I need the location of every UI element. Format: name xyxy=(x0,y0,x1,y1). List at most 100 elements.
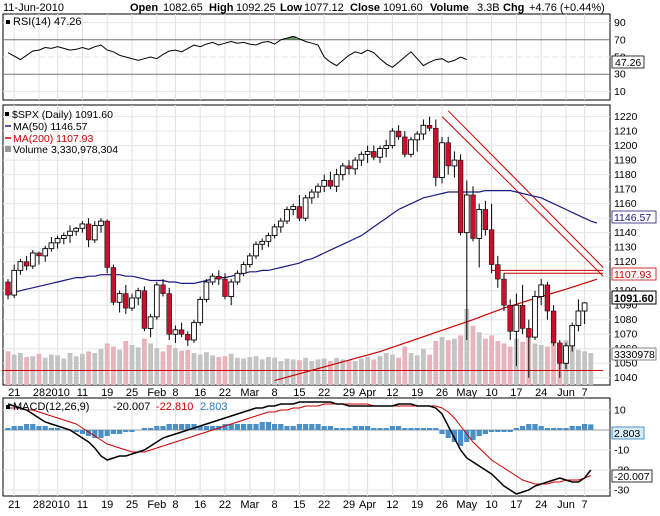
volume-bar xyxy=(551,341,556,385)
candle xyxy=(457,154,464,236)
candle xyxy=(488,203,495,274)
volume-bar xyxy=(495,341,501,385)
candle-body-up xyxy=(513,304,520,332)
candle xyxy=(315,183,321,198)
price-tick-label: 1210 xyxy=(614,126,638,138)
volume-bar xyxy=(266,357,271,385)
volume-bar xyxy=(582,351,587,385)
ma50-value-tag: 1146.57 xyxy=(611,210,657,224)
candle xyxy=(308,189,315,204)
candle xyxy=(519,284,526,335)
macd-hist-bar xyxy=(42,426,48,430)
x-tick-label: 26 xyxy=(436,387,448,399)
volume-bar xyxy=(408,353,414,385)
macd-hist-bar xyxy=(377,428,383,430)
candle-body-down xyxy=(104,220,110,268)
candle-body-down xyxy=(85,223,92,241)
candle xyxy=(104,219,110,274)
x-tick-label: Feb xyxy=(147,387,166,399)
candle xyxy=(36,251,42,265)
x-tick-label: 24 xyxy=(535,499,547,511)
candle xyxy=(5,279,11,300)
candle-body-down xyxy=(36,252,42,257)
candle-body-up xyxy=(228,281,235,297)
ma200-value-tag: 1107.93 xyxy=(611,267,657,281)
macd-hist-bar xyxy=(551,428,557,430)
candle-body-up xyxy=(563,345,569,364)
candle-body-down xyxy=(395,130,402,138)
macd-hist-bar xyxy=(24,424,30,430)
ma50-value-tag-box xyxy=(611,210,657,224)
candle xyxy=(172,325,179,343)
candle-body-up xyxy=(377,148,383,158)
volume-bar xyxy=(520,341,525,385)
candle xyxy=(17,258,24,275)
macd-hist-bar xyxy=(464,430,470,442)
candle-body-up xyxy=(575,310,582,326)
candle-body-up xyxy=(408,139,414,155)
volume-bar xyxy=(439,337,445,385)
volume-bar xyxy=(433,341,439,385)
candle xyxy=(73,226,80,236)
volume-bar xyxy=(67,353,73,385)
candle-body-up xyxy=(414,133,421,141)
candle-body-down xyxy=(501,278,507,306)
price-tick-label: 1050 xyxy=(614,358,638,370)
candle-body-up xyxy=(116,293,123,303)
macd-hist-bar xyxy=(284,426,290,430)
candle-body-down xyxy=(346,165,352,170)
candle xyxy=(507,299,513,341)
candle-body-up xyxy=(29,252,36,267)
candle xyxy=(339,163,346,181)
candle-body-down xyxy=(216,275,222,280)
x-tick-label: Mar xyxy=(240,387,259,399)
volume-bar xyxy=(309,361,315,385)
close-value-tag-box xyxy=(611,290,657,305)
candle xyxy=(265,232,272,248)
volume-bar xyxy=(166,345,172,385)
volume-value-tag: 3330978 xyxy=(611,347,657,361)
macd-hist-bar xyxy=(439,430,445,434)
macd-hist-bar xyxy=(538,426,544,430)
x-tick-label: 8 xyxy=(172,499,178,511)
macd-legend-hist: 2.803 xyxy=(200,401,228,413)
volume-bar xyxy=(272,357,277,385)
price-tick-label: 1220 xyxy=(614,111,638,123)
x-tick-label: 11 xyxy=(77,387,88,399)
macd-hist-bar xyxy=(575,426,581,430)
macd-hist-bar xyxy=(389,426,395,430)
candle xyxy=(371,145,377,161)
candle-body-up xyxy=(73,227,80,232)
header-chg: +4.76 (+0.44%) xyxy=(529,2,605,14)
candle-body-up xyxy=(259,240,266,245)
header-chg-label: Chg xyxy=(503,2,524,14)
macd-hist-bar xyxy=(197,426,203,430)
candle xyxy=(259,238,266,251)
trendline-down-channel-lower xyxy=(441,116,604,277)
x-tick-label: 12 xyxy=(386,387,398,399)
macd-legend: MACD(12,26,9) -20.007 -22.810 2.803 xyxy=(6,401,228,413)
volume-bar xyxy=(49,354,54,385)
volume-bar xyxy=(36,353,42,385)
header-high: 1092.25 xyxy=(236,2,276,14)
macd-hist-bar xyxy=(315,424,321,430)
macd-hist-bar xyxy=(513,428,519,430)
rsi-legend-swatch xyxy=(6,20,10,24)
candle xyxy=(383,139,390,158)
volume-bar xyxy=(352,361,358,385)
candle xyxy=(532,290,538,341)
volume-bar xyxy=(235,357,240,385)
candle xyxy=(550,305,557,346)
candle-body-up xyxy=(439,142,445,178)
macd-hist-bar xyxy=(48,428,54,430)
rsi-overbought-fill xyxy=(290,36,297,40)
rsi-overbought-fill xyxy=(283,38,291,40)
rsi-tick-label: 70 xyxy=(614,34,626,46)
macd-hist-bar xyxy=(470,430,476,440)
candle-body-up xyxy=(315,185,321,193)
volume-bar xyxy=(123,341,129,385)
macd-line-tag: -20.007 xyxy=(611,469,653,483)
macd-hist-bar xyxy=(104,430,110,436)
candle xyxy=(445,136,451,175)
macd-hist-bar xyxy=(507,430,513,432)
